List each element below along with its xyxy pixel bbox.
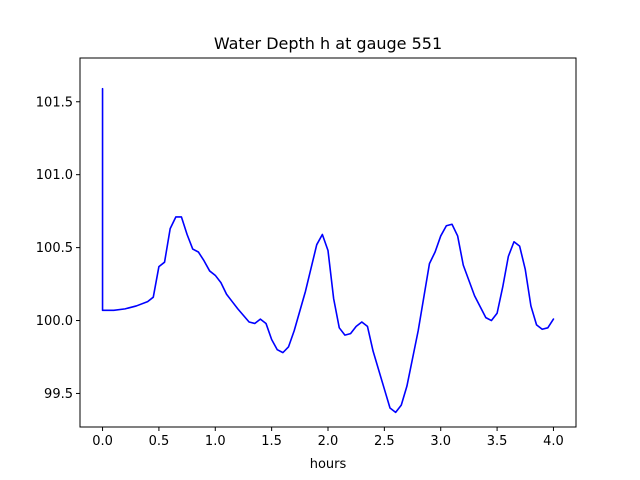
x-tick-label: 3.0 <box>430 434 451 449</box>
x-axis-label: hours <box>310 457 347 472</box>
x-tick-label: 1.5 <box>261 434 282 449</box>
y-tick-label: 101.0 <box>36 168 73 183</box>
x-tick-label: 2.0 <box>318 434 339 449</box>
y-tick-label: 100.5 <box>36 241 73 256</box>
series-line-0 <box>101 87 555 414</box>
x-tick-label: 0.5 <box>149 434 170 449</box>
x-tick-label: 0.0 <box>92 434 113 449</box>
y-tick-label: 99.5 <box>44 387 73 402</box>
x-tick-label: 2.5 <box>374 434 395 449</box>
y-axis: 99.5 100.0 100.5 101.0 101.5 <box>36 95 80 402</box>
y-tick-label: 101.5 <box>36 95 73 110</box>
chart-title: Water Depth h at gauge 551 <box>214 34 442 53</box>
x-tick-label: 4.0 <box>543 434 564 449</box>
series-layer <box>101 87 555 414</box>
x-tick-label: 3.5 <box>487 434 508 449</box>
x-tick-label: 1.0 <box>205 434 226 449</box>
x-axis: 0.0 0.5 1.0 1.5 2.0 2.5 3.0 3.5 4.0 <box>92 427 564 449</box>
y-tick-label: 100.0 <box>36 314 73 329</box>
